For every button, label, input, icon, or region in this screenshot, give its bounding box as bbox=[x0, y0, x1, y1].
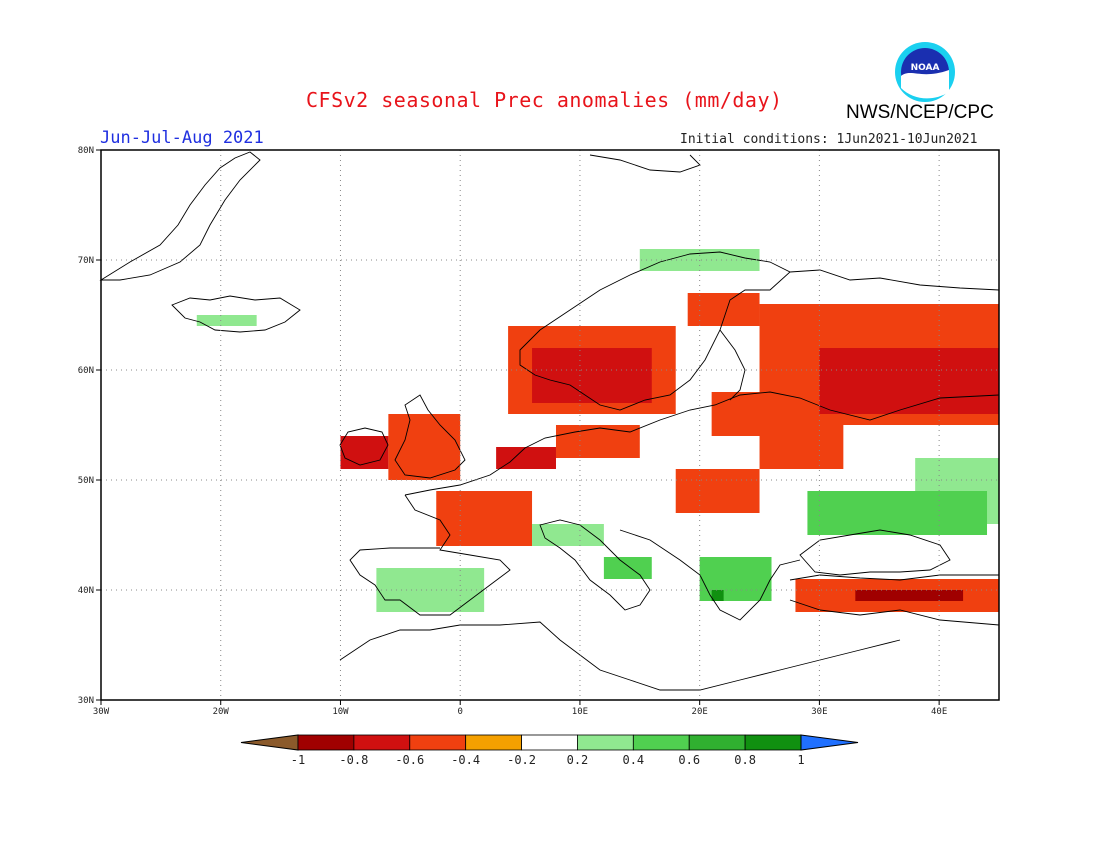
colorbar-label: -1 bbox=[291, 753, 305, 767]
colorbar-segment bbox=[465, 734, 522, 751]
lat-tick-label: 50N bbox=[78, 476, 94, 486]
anomaly-region bbox=[448, 623, 545, 656]
anomaly-region bbox=[196, 315, 257, 326]
season-label: Jun-Jul-Aug 2021 bbox=[100, 128, 264, 148]
coastline-iceland bbox=[171, 295, 301, 333]
noaa-logo-icon: NOAA bbox=[895, 42, 955, 102]
colorbar-label: 0.4 bbox=[622, 753, 644, 767]
colorbar-label: 0.8 bbox=[734, 753, 756, 767]
coastline-continent bbox=[404, 391, 1000, 496]
lon-tick-label: 20E bbox=[692, 707, 708, 717]
colorbar-segment bbox=[521, 734, 578, 751]
anomaly-region bbox=[699, 557, 772, 601]
lon-tick-label: 0 bbox=[457, 707, 462, 717]
lon-tick-label: 20W bbox=[213, 707, 230, 717]
coastline-black-sea bbox=[799, 529, 951, 576]
organization-label: NWS/NCEP/CPC bbox=[846, 102, 994, 123]
colorbar-segment bbox=[688, 734, 746, 751]
coastline-italy bbox=[539, 519, 651, 611]
lat-tick-label: 40N bbox=[78, 586, 94, 596]
coastline-balkans bbox=[619, 529, 801, 621]
anomaly-region bbox=[376, 568, 485, 612]
anomaly-region bbox=[759, 425, 844, 469]
colorbar-segment bbox=[409, 734, 467, 751]
initial-conditions-label: Initial conditions: 1Jun2021-10Jun2021 bbox=[680, 132, 978, 147]
coastline-russia-north bbox=[789, 269, 1000, 291]
coastline-baltic bbox=[719, 329, 746, 401]
colorbar-label: 1 bbox=[797, 753, 804, 767]
anomaly-region bbox=[807, 612, 880, 623]
anomaly-layer bbox=[196, 249, 999, 656]
lat-tick-label: 70N bbox=[78, 256, 94, 266]
coastline-turkey-south bbox=[789, 599, 1000, 626]
colorbar-high-arrow bbox=[800, 734, 859, 751]
anomaly-region bbox=[496, 447, 556, 469]
colorbar-label: -0.2 bbox=[507, 753, 536, 767]
colorbar-low-arrow bbox=[240, 734, 299, 751]
colorbar-segment bbox=[297, 734, 355, 751]
anomaly-region bbox=[675, 469, 760, 513]
anomaly-region bbox=[855, 590, 964, 601]
coastline-scandinavia bbox=[519, 251, 791, 411]
colorbar-segment bbox=[577, 734, 634, 751]
lon-tick-label: 10E bbox=[572, 707, 588, 717]
coastline-greenland bbox=[99, 151, 261, 281]
coastline-turkey bbox=[789, 574, 999, 581]
anomaly-region bbox=[819, 348, 999, 414]
anomaly-region bbox=[555, 425, 640, 458]
anomaly-region bbox=[807, 491, 988, 535]
colorbar-label: 0.2 bbox=[567, 753, 589, 767]
lat-tick-label: 60N bbox=[78, 366, 94, 376]
map-frame bbox=[100, 149, 1000, 701]
map-title: CFSv2 seasonal Prec anomalies (mm/day) bbox=[306, 88, 783, 112]
colorbar-label: -0.6 bbox=[395, 753, 424, 767]
coastline-iberia bbox=[349, 494, 511, 616]
lat-tick-label: 80N bbox=[78, 146, 94, 156]
lon-tick-label: 40E bbox=[931, 707, 947, 717]
coastline-britain bbox=[394, 394, 466, 479]
noaa-logo-text: NOAA bbox=[911, 63, 940, 73]
colorbar-label: 0.6 bbox=[678, 753, 700, 767]
coastline-ireland bbox=[339, 427, 389, 466]
anomaly-region bbox=[603, 557, 652, 579]
anomaly-region bbox=[532, 348, 652, 403]
colorbar-segment bbox=[744, 734, 802, 751]
colorbar-segment bbox=[632, 734, 690, 751]
lon-tick-label: 10W bbox=[332, 707, 349, 717]
colorbar-segment bbox=[353, 734, 411, 751]
coastline-svalbard bbox=[589, 154, 701, 173]
colorbar-label: -0.4 bbox=[451, 753, 480, 767]
coastline-layer bbox=[99, 151, 1000, 691]
colorbar: -1 -0.8 -0.6 -0.4 -0.2 0.2 0.4 0.6 0.8 1 bbox=[240, 734, 859, 767]
lon-tick-label: 30E bbox=[811, 707, 827, 717]
anomaly-region bbox=[388, 414, 461, 480]
lat-tick-label: 30N bbox=[78, 696, 94, 706]
lon-tick-label: 30W bbox=[93, 707, 110, 717]
anomaly-region bbox=[711, 590, 724, 601]
coastline-north-africa bbox=[339, 621, 901, 691]
anomaly-region bbox=[687, 293, 760, 326]
colorbar-label: -0.8 bbox=[339, 753, 368, 767]
anomaly-region bbox=[436, 491, 533, 546]
